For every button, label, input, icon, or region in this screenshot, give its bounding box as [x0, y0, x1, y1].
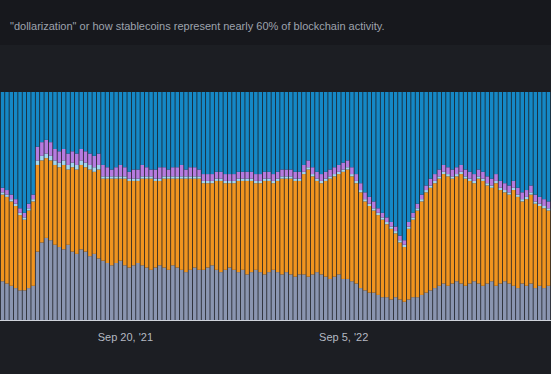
html-text:"dollarization" or how stablec: "dollarization" or how stablecoins repre…	[10, 20, 385, 32]
svg-text:Sep 20, '21: Sep 20, '21	[98, 331, 153, 343]
svg-text:Sep 5, '22: Sep 5, '22	[319, 331, 368, 343]
